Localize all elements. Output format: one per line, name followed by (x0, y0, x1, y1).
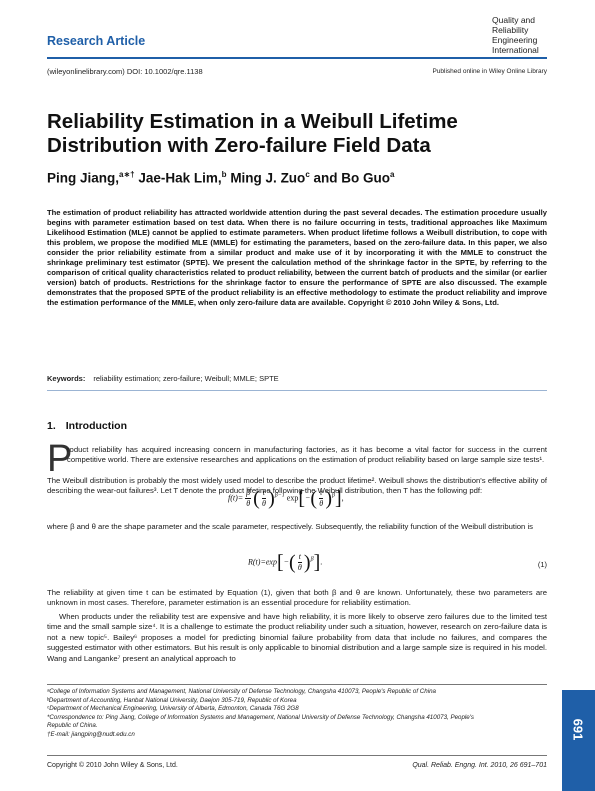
eq-power: β−1 (274, 492, 285, 499)
eq-paren: ) (303, 551, 311, 574)
eq-lhs: f(t)= (228, 493, 244, 503)
eq-den: θ (261, 499, 266, 508)
equation-reliability: R(t)=exp[−(t θ)β]. (248, 551, 323, 574)
keywords-label: Keywords: (47, 374, 86, 383)
eq-power: β (310, 556, 314, 563)
header-divider (47, 57, 547, 59)
page-number: 691 (570, 718, 586, 741)
eq-den: θ (297, 563, 302, 572)
eq-bracket: ] (335, 487, 342, 510)
eq-num: β (245, 488, 252, 499)
footnote: ᶜDepartment of Mechanical Engineering, U… (47, 705, 299, 713)
footnote: ᵃCollege of Information Systems and Mana… (47, 688, 436, 695)
eq-minus: − (305, 493, 311, 503)
equation-number: (1) (537, 560, 547, 569)
footnote-email[interactable]: †E-mail: jiangping@nudt.edu.cn (47, 730, 135, 738)
author-affiliation: c (305, 170, 310, 179)
author-name: and Bo Guo (309, 170, 391, 186)
eq-num: t (261, 488, 267, 499)
eq-paren: ( (310, 487, 318, 510)
eq-bracket: ] (313, 551, 321, 574)
footnote: ᵇDepartment of Accounting, Hanbat Nation… (47, 696, 297, 704)
footnote: Republic of China. (47, 722, 98, 730)
journal-line: Engineering (492, 35, 538, 45)
footnotes: ᵃCollege of Information Systems and Mana… (47, 688, 552, 740)
journal-line: International (492, 45, 539, 55)
eq-num: t (319, 488, 324, 499)
intro-paragraph-1: roduct reliability has acquired increasi… (67, 445, 547, 465)
journal-line: Reliability (492, 25, 529, 35)
author-name: Ping Jiang, (47, 170, 120, 186)
eq-bracket: [ (276, 551, 284, 574)
eq-power: β (332, 492, 335, 499)
author-affiliation: a∗† (119, 170, 135, 179)
drop-cap: P (47, 438, 73, 480)
journal-line: Quality and (492, 15, 535, 25)
article-type: Research Article (47, 34, 146, 48)
eq-paren: ( (289, 551, 296, 574)
section-number: 1. (47, 420, 56, 432)
keywords: Keywords: reliability estimation; zero-fa… (47, 374, 279, 383)
abstract: The estimation of product reliability ha… (47, 208, 547, 308)
equation-pdf: f(t)= β θ(t θ)β−1 exp[−(t θ)β], (228, 487, 344, 510)
section-divider (47, 390, 547, 391)
eq-minus: − (283, 557, 290, 567)
eq-den: θ (246, 499, 251, 508)
author-affiliation: a (390, 170, 395, 179)
intro-paragraph-3: where β and θ are the shape parameter an… (47, 522, 534, 531)
footnote-divider (47, 684, 547, 685)
keywords-value: reliability estimation; zero-failure; We… (93, 374, 279, 383)
eq-lhs: R(t)=exp (248, 557, 277, 567)
footer-copyright: Copyright © 2010 John Wiley & Sons, Ltd. (47, 762, 178, 769)
published-online: Published online in Wiley Online Library (432, 68, 547, 75)
footnote: *Correspondence to: Ping Jiang, College … (47, 713, 474, 721)
author-name: Jae-Hak Lim, (134, 170, 222, 186)
author-name: Ming J. Zuo (226, 170, 306, 186)
eq-exp: exp (286, 493, 299, 503)
page-number-tab (562, 690, 595, 791)
paper-title: Reliability Estimation in a Weibull Life… (47, 110, 547, 158)
journal-name: Quality and Reliability Engineering Inte… (492, 15, 539, 55)
eq-paren: ( (253, 487, 260, 510)
footer-divider (47, 755, 547, 756)
eq-paren: ) (325, 487, 332, 510)
author-list: Ping Jiang,a∗† Jae-Hak Lim,b Ming J. Zuo… (47, 170, 394, 186)
intro-paragraph-5: When products under the reliability test… (47, 612, 547, 663)
doi[interactable]: (wileyonlinelibrary.com) DOI: 10.1002/qr… (47, 67, 203, 76)
section-heading: 1. Introduction (47, 420, 137, 432)
eq-paren: ) (268, 487, 275, 510)
footer-citation: Qual. Reliab. Engng. Int. 2010, 26 691–7… (412, 762, 547, 769)
intro-paragraph-2: The Weibull distribution is probably the… (47, 476, 547, 496)
eq-num: t (297, 552, 302, 563)
author-affiliation: b (221, 170, 227, 179)
title-line: Reliability Estimation in a Weibull Life… (47, 110, 458, 133)
eq-bracket: [ (298, 487, 306, 510)
section-title: Introduction (65, 420, 128, 432)
title-line: Distribution with Zero-failure Field Dat… (47, 134, 431, 157)
eq-den: θ (319, 499, 324, 508)
intro-paragraph-4: The reliability at given time t can be e… (47, 588, 547, 608)
